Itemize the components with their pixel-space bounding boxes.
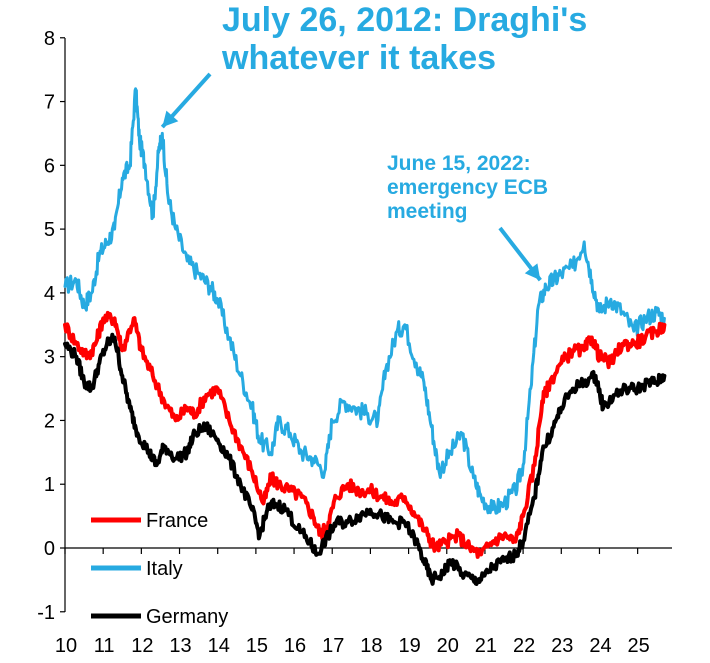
x-tick-label: 19	[398, 635, 420, 657]
legend-label-france: France	[146, 510, 208, 532]
y-tick-label: 0	[44, 538, 55, 560]
annotation-draghi-text: July 26, 2012: Draghi's	[222, 1, 587, 39]
x-tick-label: 18	[360, 635, 382, 657]
y-tick-label: 7	[44, 92, 55, 114]
series-line-italy	[63, 87, 666, 515]
annotation-ecb-text: meeting	[387, 200, 468, 223]
x-tick-label: 24	[589, 635, 611, 657]
y-tick-label: 1	[44, 474, 55, 496]
series-line-germany	[63, 332, 667, 586]
x-tick-label: 16	[284, 635, 306, 657]
y-tick-label: 8	[44, 28, 55, 50]
legend-label-germany: Germany	[146, 606, 228, 628]
x-tick-label: 22	[513, 635, 535, 657]
annotation-ecb-text: emergency ECB	[387, 176, 548, 199]
x-tick-label: 20	[437, 635, 459, 657]
y-tick-label: -1	[37, 602, 55, 624]
y-tick-label: 6	[44, 155, 55, 177]
y-tick-label: 3	[44, 347, 55, 369]
series-line-france	[63, 310, 667, 559]
x-tick-label: 14	[208, 635, 230, 657]
x-tick-label: 25	[628, 635, 650, 657]
x-tick-label: 11	[94, 635, 115, 657]
chart-series	[63, 87, 667, 586]
y-tick-label: 4	[44, 283, 55, 305]
x-tick-label: 23	[551, 635, 573, 657]
annotation-ecb-arrowhead	[524, 263, 541, 281]
y-tick-label: 2	[44, 410, 55, 432]
x-tick-label: 10	[55, 635, 77, 657]
annotation-ecb-text: June 15, 2022:	[387, 152, 531, 175]
x-tick-label: 17	[322, 635, 344, 657]
legend-label-italy: Italy	[146, 558, 183, 580]
x-tick-label: 21	[475, 635, 497, 657]
x-tick-label: 15	[246, 635, 268, 657]
annotation-draghi-text: whatever it takes	[221, 39, 496, 77]
chart-legend: France Italy Germany	[91, 510, 228, 628]
x-tick-label: 13	[169, 635, 191, 657]
annotation-draghi-arrowhead	[162, 110, 179, 128]
y-tick-label: 5	[44, 219, 55, 241]
x-tick-label: 12	[131, 635, 153, 657]
